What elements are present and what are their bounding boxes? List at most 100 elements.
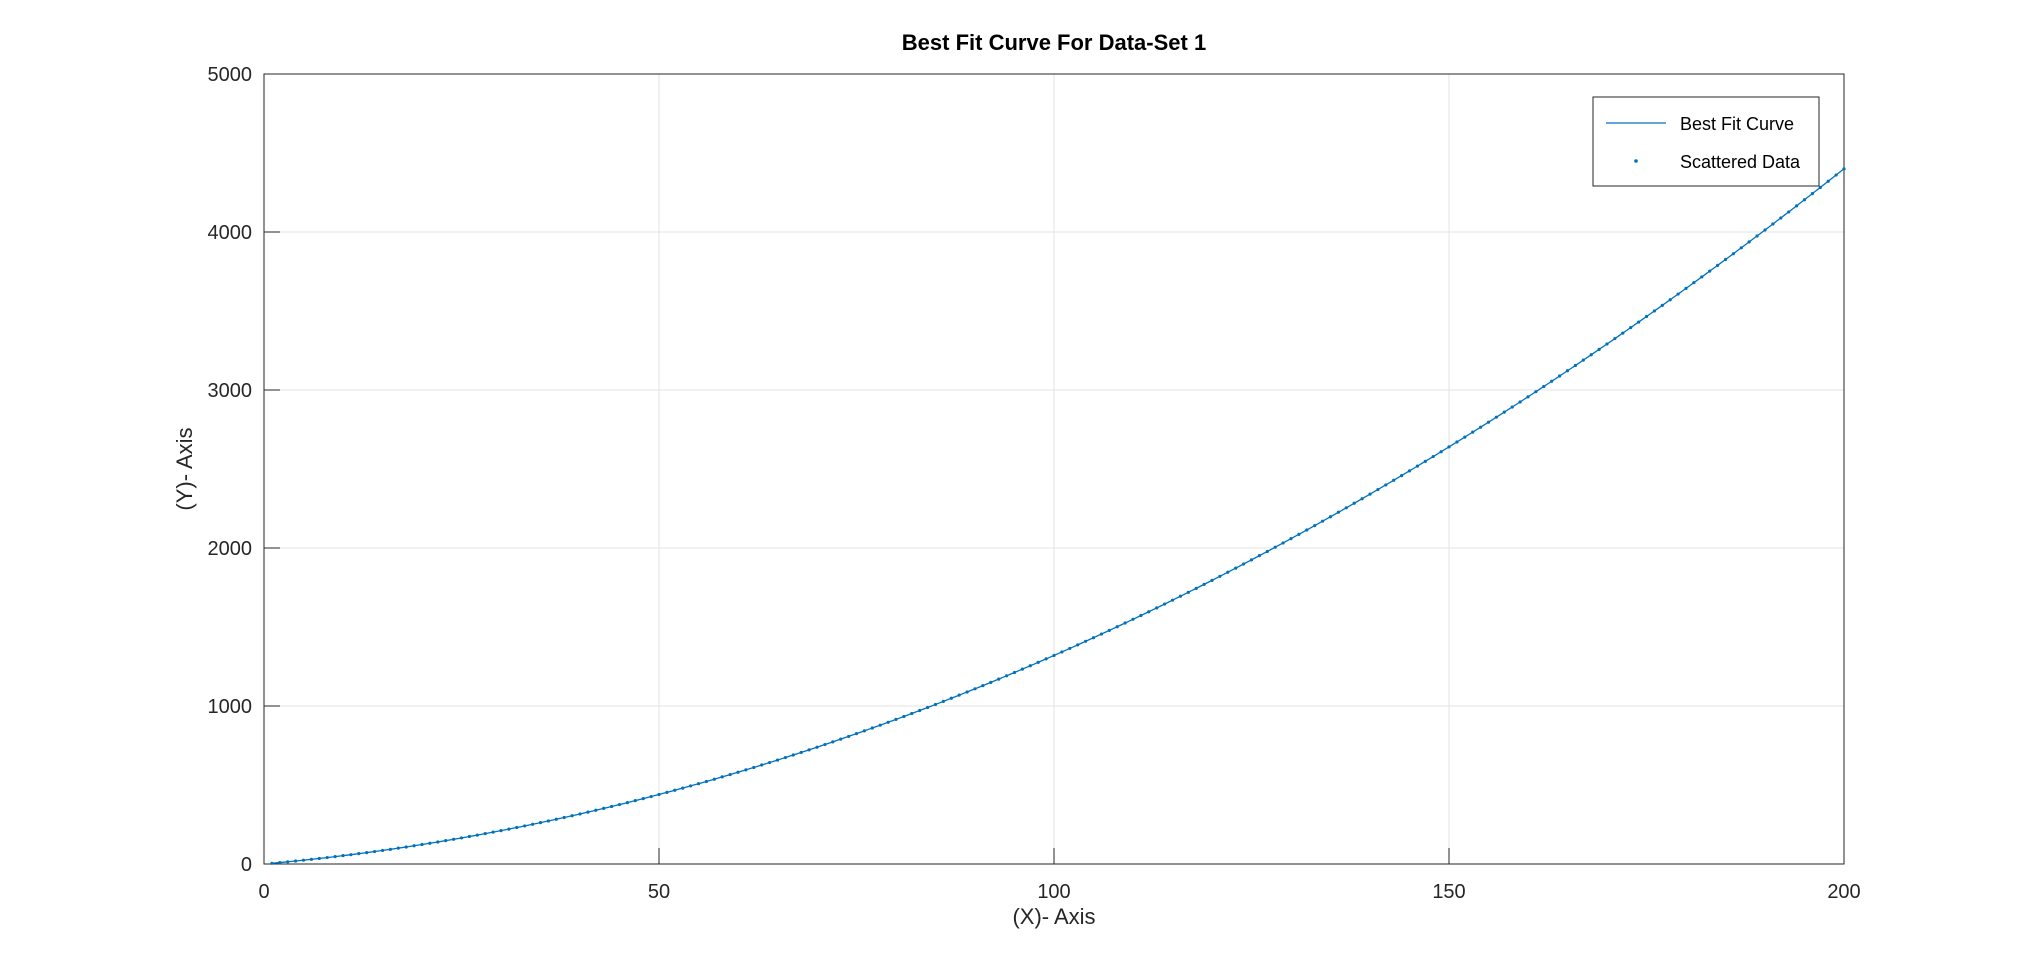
scatter-point (554, 817, 558, 821)
scatter-point (570, 814, 574, 818)
scatter-point (1787, 210, 1791, 214)
scatter-point (854, 732, 859, 736)
scatter-point (791, 753, 795, 757)
x-tick-label: 100 (1037, 881, 1070, 903)
scatter-point (633, 799, 637, 803)
scatter-point (1297, 532, 1301, 536)
legend-label-scattered-data: Scattered Data (1680, 152, 1801, 172)
scatter-point (562, 815, 566, 820)
scatter-point (1392, 478, 1396, 482)
scatter-point (1202, 582, 1206, 586)
scatter-point (736, 770, 740, 774)
scatter-point (1376, 487, 1380, 492)
scatter-point (1471, 430, 1475, 434)
scatter-point (1265, 549, 1269, 554)
scatter-point (641, 797, 645, 801)
scatter-point (1336, 510, 1340, 514)
scatter-point (1194, 586, 1198, 590)
scatter-point (1826, 179, 1830, 183)
scatter-point (1076, 643, 1080, 647)
scatter-point (1163, 602, 1167, 606)
scatter-point (444, 839, 448, 843)
scatter-point (744, 768, 748, 772)
scatter-point (673, 788, 677, 792)
scatter-point (1368, 492, 1372, 496)
scatter-point (1044, 657, 1048, 661)
scatter-point (420, 842, 424, 847)
scatter-point (270, 861, 274, 865)
scatter-point (1186, 590, 1190, 594)
scatter-points (270, 167, 1846, 865)
scatter-point (1486, 420, 1491, 424)
scatter-point (578, 812, 582, 816)
scatter-point (301, 858, 306, 862)
scatter-point (1226, 570, 1230, 574)
scatter-point (1700, 275, 1704, 279)
scatter-point (783, 755, 788, 760)
y-tick-labels: 0 1000 2000 3000 4000 5000 (208, 64, 253, 876)
scatter-point (720, 775, 724, 779)
scatter-point (902, 714, 906, 719)
x-axis-label: (X)- Axis (1012, 904, 1095, 929)
scatter-point (989, 680, 993, 684)
scatter-point (1328, 515, 1333, 519)
scatter-point (1415, 464, 1419, 468)
scatter-point (1289, 537, 1293, 541)
scatter-point (452, 837, 456, 841)
scatter-point (1107, 628, 1111, 633)
scatter-point (1012, 670, 1017, 675)
scatter-point (823, 742, 827, 747)
scatter-point (1558, 374, 1562, 378)
scatter-point (1716, 263, 1720, 267)
scatter-point (1510, 405, 1514, 409)
scatter-point (325, 855, 329, 860)
scatter-point (1739, 246, 1743, 250)
x-tick-label: 200 (1827, 881, 1860, 903)
scatter-point (910, 711, 914, 716)
series (270, 167, 1846, 865)
scatter-point (594, 808, 598, 812)
scatter-point (649, 794, 653, 799)
y-tick-label: 5000 (208, 64, 253, 86)
scatter-point (428, 841, 432, 845)
scatter-point (1431, 454, 1435, 459)
scatter-point (309, 857, 313, 861)
scatter-point (973, 687, 977, 691)
scatter-point (681, 786, 685, 790)
scatter-point (1668, 298, 1672, 302)
scatter-point (523, 824, 527, 828)
scatter-point (1597, 347, 1601, 351)
scatter-point (365, 851, 369, 855)
scatter-point (1842, 167, 1846, 171)
x-tick-label: 0 (258, 881, 269, 903)
scatter-point (1344, 506, 1348, 510)
scatter-point (926, 705, 930, 710)
scatter-point (380, 848, 385, 853)
scatter-point (1281, 541, 1285, 545)
scatter-point (333, 855, 337, 859)
scatter-point (1242, 562, 1246, 566)
scatter-point (1463, 435, 1467, 439)
scatter-point (1676, 292, 1680, 296)
scatter-point (357, 852, 361, 856)
scatter-point (1518, 400, 1522, 404)
scatter-point (1621, 331, 1625, 335)
scatter-point (1305, 528, 1309, 532)
scatter-point (957, 693, 961, 697)
scatter-point (1763, 228, 1767, 232)
scatter-point (475, 833, 479, 837)
scatter-point (1123, 621, 1127, 625)
grid (263, 73, 1845, 865)
scatter-point (491, 830, 495, 834)
scatter-point (1360, 497, 1364, 501)
scatter-point (1147, 610, 1151, 614)
scatter-point (1652, 309, 1656, 313)
y-tick-label: 2000 (208, 538, 253, 560)
scatter-point (965, 690, 969, 694)
scatter-point (878, 723, 882, 727)
scatter-point (467, 834, 471, 839)
scatter-point (1249, 558, 1254, 562)
scatter-point (981, 684, 985, 688)
scatter-point (349, 853, 353, 857)
scatter-point (396, 846, 400, 850)
